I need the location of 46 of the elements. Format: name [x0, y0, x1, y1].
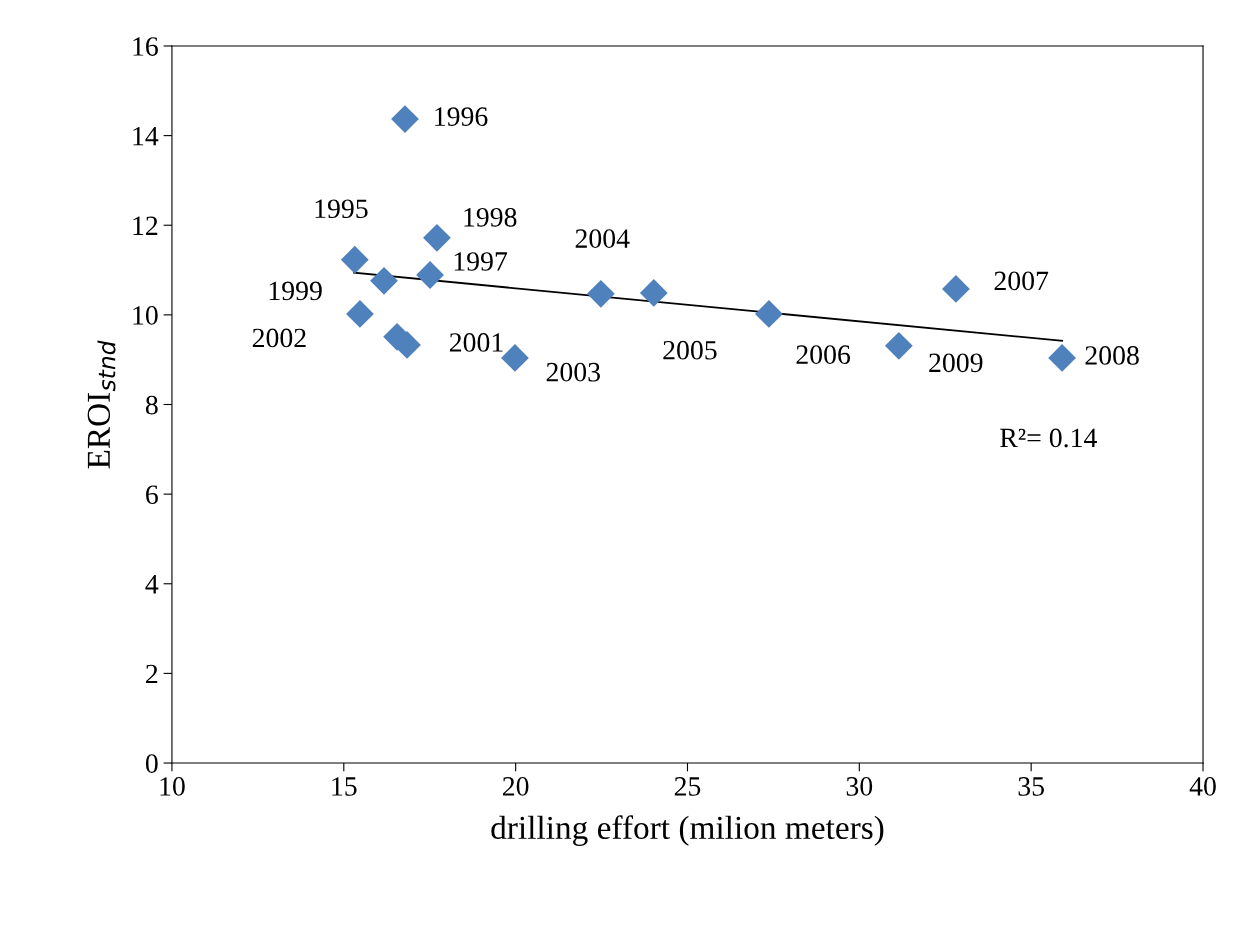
- y-tick-label: 10: [133, 306, 158, 325]
- y-axis-title: EROI$_{stnd}$: [87, 340, 116, 469]
- point: [346, 300, 374, 328]
- y-tick-label: 2: [146, 664, 158, 684]
- annotation: 2004: [575, 229, 630, 248]
- x-tick-label: 30: [846, 777, 873, 796]
- y-tick-label: 14: [133, 126, 159, 146]
- x-axis-title: drilling effort (milion meters): [491, 815, 884, 846]
- point: [370, 266, 398, 295]
- y-tick-label: 12: [133, 216, 158, 235]
- annotation: R²= 0.14: [1000, 428, 1097, 448]
- x-tick-label: 15: [332, 777, 357, 796]
- x-tick-label: 10: [160, 777, 185, 796]
- point: [501, 344, 529, 372]
- y-tick-label: 4: [145, 575, 159, 594]
- y-tick-label: 0: [145, 754, 158, 773]
- annotation: 2003: [546, 362, 600, 382]
- annotation: 2001: [449, 333, 503, 352]
- x-tick-label: 25: [674, 777, 701, 796]
- annotation: 1996: [435, 107, 488, 126]
- x-tick-label: 20: [502, 777, 529, 796]
- annotation: 1995: [315, 199, 368, 219]
- point: [423, 223, 451, 252]
- y-tick-label: 6: [146, 485, 158, 505]
- point: [884, 331, 913, 360]
- annotation: 1997: [454, 252, 508, 271]
- annotation: 1998: [464, 207, 517, 227]
- point: [639, 279, 668, 307]
- annotation: 1999: [269, 281, 322, 301]
- y-tick-label: 16: [133, 37, 158, 56]
- annotation: 2006: [796, 345, 851, 364]
- x-tick-label: 35: [1018, 777, 1044, 796]
- point: [340, 245, 369, 274]
- point: [586, 279, 615, 308]
- point: [1048, 344, 1076, 372]
- annotation: 2005: [663, 340, 717, 360]
- point: [391, 105, 419, 133]
- annotation: 2008: [1085, 346, 1139, 365]
- point: [755, 300, 783, 328]
- point: [416, 261, 444, 289]
- point: [942, 274, 970, 303]
- annotation: 2002: [252, 328, 306, 348]
- annotation: 2007: [994, 271, 1049, 291]
- annotation: 2009: [929, 353, 983, 373]
- y-tick-label: 8: [145, 395, 158, 415]
- x-tick-label: 40: [1189, 777, 1216, 796]
